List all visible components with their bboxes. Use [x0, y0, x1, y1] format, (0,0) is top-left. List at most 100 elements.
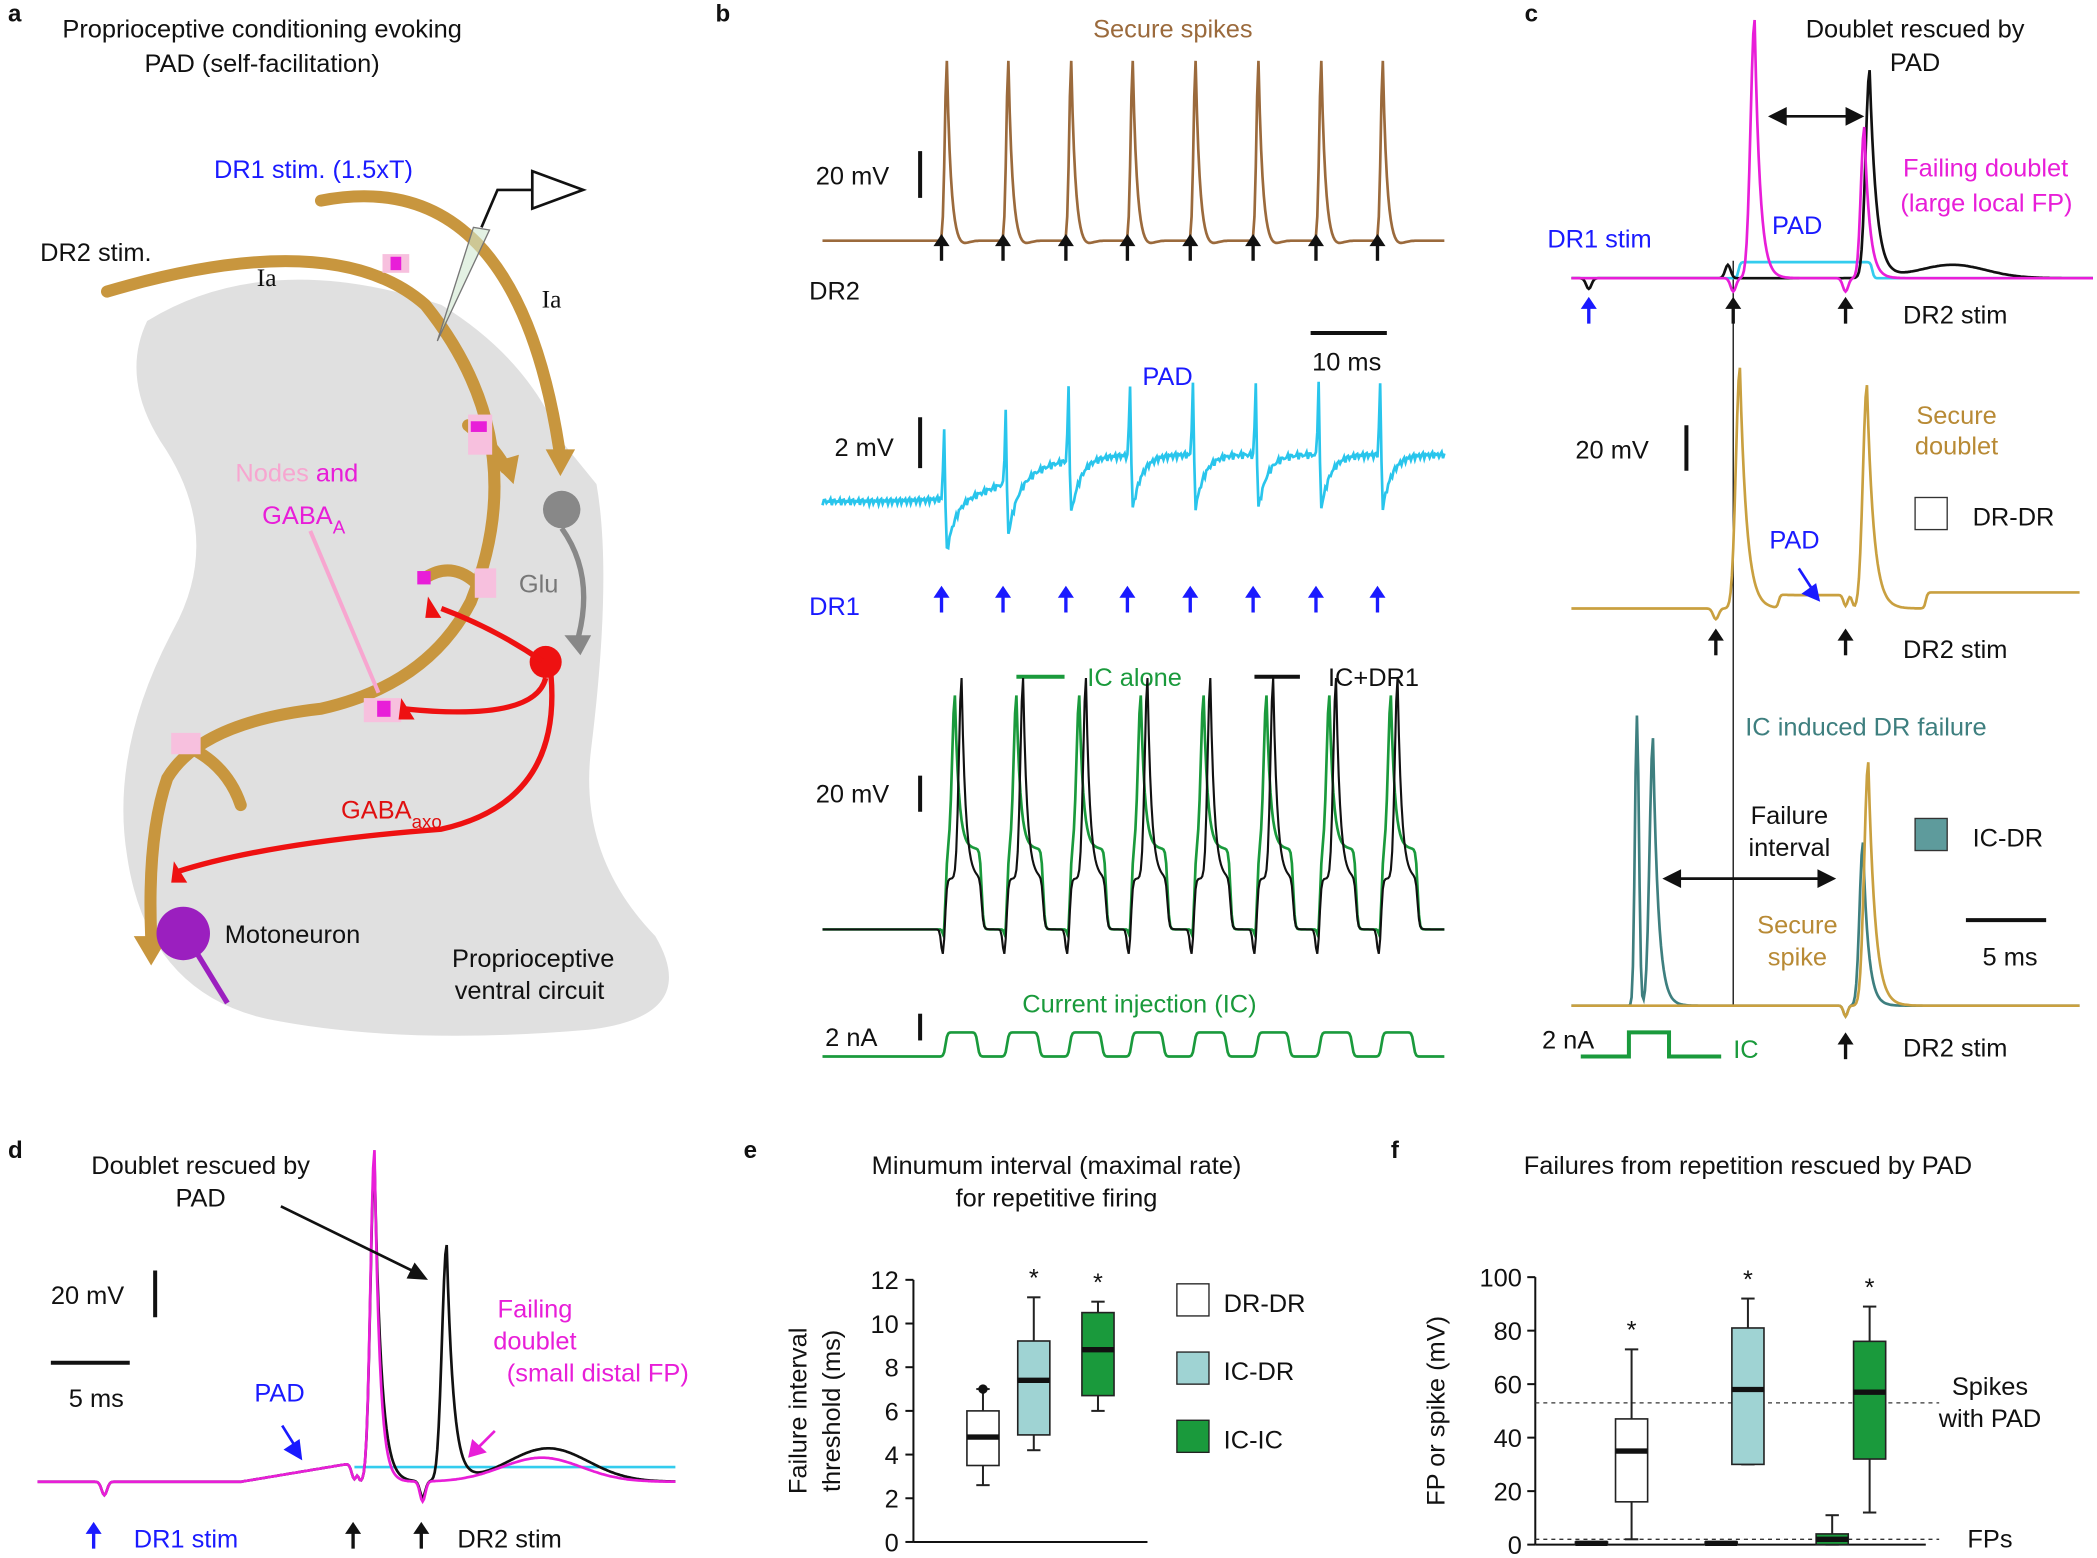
label: Failure [1751, 802, 1829, 830]
trace [37, 1160, 676, 1500]
stim-arrow [1725, 296, 1742, 309]
stim-arrow [85, 1521, 102, 1534]
label: DR2 stim [1903, 636, 2007, 664]
label: DR1 [809, 593, 860, 621]
title: Proprioceptive conditioning evoking [62, 15, 461, 43]
panel-label: e [744, 1137, 757, 1164]
label: Secure spikes [1093, 15, 1252, 43]
scale-label: 20 mV [51, 1282, 124, 1310]
trace [822, 695, 1445, 939]
arrow-head [1817, 869, 1837, 888]
label: ventral circuit [455, 977, 605, 1005]
stim-arrow [1182, 585, 1199, 598]
subscript: A [333, 517, 346, 538]
reference-label: FPs [1967, 1525, 2012, 1553]
label: Secure [1757, 911, 1837, 939]
stim-arrow [1837, 1032, 1854, 1045]
label: DR2 stim. [40, 239, 151, 267]
scale-bars [50, 151, 2047, 1365]
arrow-head [468, 1438, 487, 1458]
legend-label: DR-DR [1224, 1290, 1306, 1318]
trace [1571, 19, 2093, 294]
y-tick-label: 10 [870, 1311, 898, 1339]
label: Nodes and [235, 459, 358, 487]
reference-label: with PAD [1938, 1405, 2042, 1433]
stim-arrow [1369, 234, 1386, 247]
legend-label: IC alone [1087, 664, 1182, 692]
label: Ia [542, 286, 562, 314]
label: GABA [262, 502, 333, 530]
spinal-cord [123, 279, 669, 1036]
stim-arrow [1307, 585, 1324, 598]
label: and [316, 459, 358, 487]
y-tick-label: 4 [885, 1442, 899, 1470]
scale-label: 5 ms [1983, 944, 2038, 972]
label: Motoneuron [225, 921, 361, 949]
stim-arrow [933, 234, 950, 247]
trace [37, 1150, 676, 1505]
y-tick-label: 8 [885, 1355, 899, 1383]
stim-arrow [1119, 234, 1136, 247]
y-tick-label: 40 [1494, 1425, 1522, 1453]
significance: * [1093, 1269, 1103, 1297]
trace [1571, 762, 2080, 1019]
scale-label: 2 nA [1542, 1026, 1594, 1054]
y-tick-label: 6 [885, 1398, 899, 1426]
box [1731, 1327, 1765, 1466]
label: PAD [1769, 526, 1819, 554]
stim-arrow [1707, 628, 1724, 641]
label: IC induced DR failure [1745, 714, 1986, 742]
scale-label: 20 mV [816, 780, 889, 808]
arrow-head [1767, 106, 1787, 126]
stim-arrow [1837, 628, 1854, 641]
legend-label: IC-DR [1224, 1358, 1295, 1386]
title: PAD [1890, 49, 1940, 77]
label: Current injection (IC) [1022, 990, 1256, 1018]
legend-label: DR-DR [1973, 504, 2055, 532]
arrow-head [1845, 106, 1865, 126]
label: doublet [493, 1327, 576, 1355]
box [1016, 1340, 1051, 1436]
outlier [978, 1384, 988, 1394]
legend-label: IC+DR1 [1328, 664, 1419, 692]
panel-label: a [8, 0, 22, 27]
label: GABAA [262, 502, 346, 537]
trace [822, 1031, 1445, 1058]
legend-box [1914, 817, 1948, 852]
stim-arrow [413, 1521, 430, 1534]
stim-arrow [995, 585, 1012, 598]
title: PAD [175, 1184, 225, 1212]
box [1614, 1418, 1649, 1503]
significance: * [1865, 1274, 1875, 1302]
arrow-head [283, 1438, 303, 1461]
label: Nodes [235, 459, 308, 487]
scale-label: 2 nA [825, 1024, 877, 1052]
stim-arrow [1057, 585, 1074, 598]
chart-title: Minumum interval (maximal rate) [872, 1152, 1242, 1180]
nodes [171, 254, 497, 755]
label: Ia [257, 264, 277, 292]
label: PAD [1142, 363, 1192, 391]
title: PAD (self-facilitation) [145, 50, 380, 78]
label: PAD [254, 1380, 304, 1408]
scale-label: 10 ms [1312, 348, 1381, 376]
stim-arrow [1307, 234, 1324, 247]
chart-title: for repetitive firing [956, 1184, 1158, 1212]
stim-arrow [1369, 585, 1386, 598]
panel-label: d [8, 1137, 23, 1164]
y-axis-label: threshold (ms) [818, 1330, 846, 1492]
label: DR1 stim [134, 1525, 238, 1553]
label: DR2 stim [1903, 1034, 2007, 1062]
scale-label: 5 ms [69, 1385, 124, 1413]
label: GABAaxo [341, 796, 442, 831]
label: Proprioceptive [452, 945, 614, 973]
label: DR2 stim [1903, 302, 2007, 330]
trace [821, 381, 1446, 551]
legend-box [1914, 496, 1948, 531]
y-tick-label: 0 [1508, 1532, 1522, 1558]
y-tick-label: 12 [870, 1267, 898, 1295]
arrow-head [1801, 583, 1821, 602]
label: DR2 [809, 278, 860, 306]
label: interval [1748, 834, 1830, 862]
